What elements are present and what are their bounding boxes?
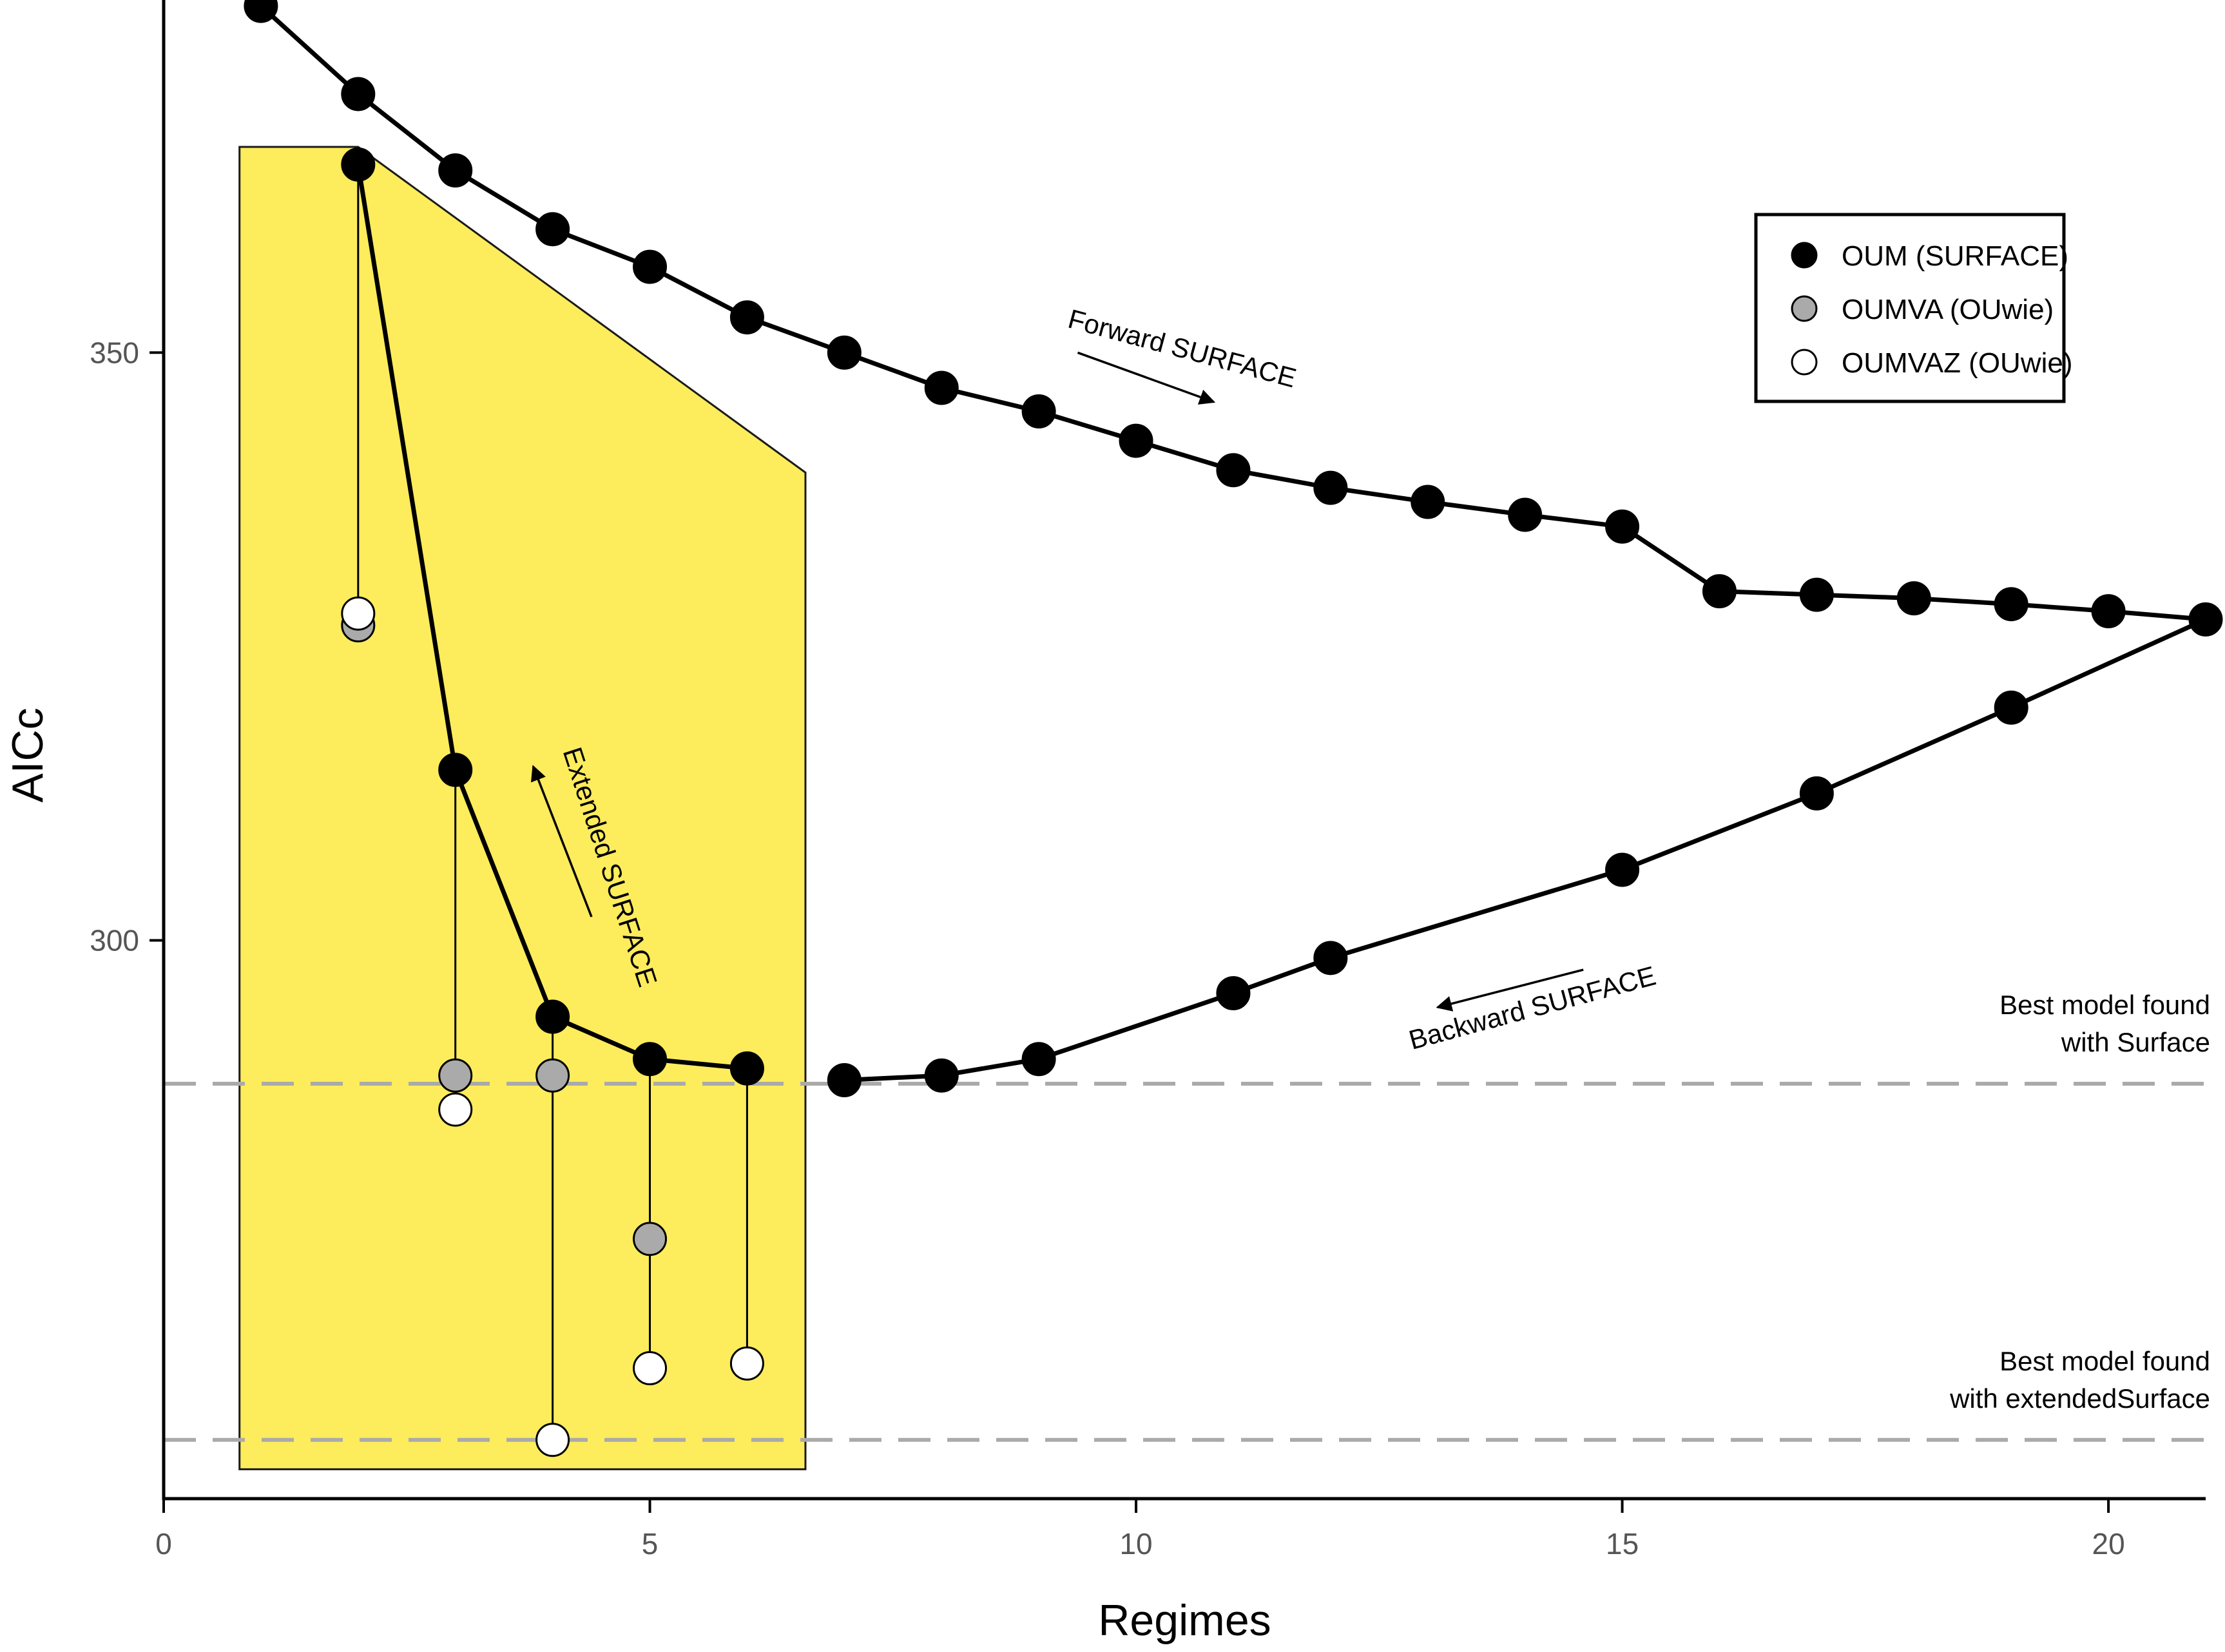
backward-point [1216,976,1251,1011]
oumva-point [633,1222,668,1256]
highlight-region [238,146,807,1470]
forward-point [1799,577,1834,612]
forward-point [1896,581,1931,616]
backward-point [1313,941,1348,975]
oumvaz-point [341,596,376,631]
oumvaz-point [535,1423,570,1457]
annotation-label: Forward SURFACE [1065,303,1300,394]
oumva-point [535,1058,570,1093]
forward-point [438,153,473,188]
x-axis-title: Regimes [1098,1596,1271,1645]
forward-point [633,249,668,284]
forward-point [341,77,376,111]
axes-layer: 0 5 10 15 20 300 350 Regimes AICc [3,0,2206,1645]
x-tick-label: 0 [155,1527,172,1561]
annotation-arrow [1077,351,1216,405]
extended-point [729,1051,764,1086]
legend-label: OUMVAZ (OUwie) [1842,347,2073,379]
backward-point [1605,852,1640,887]
legend-label: OUMVA (OUwie) [1842,294,2054,325]
forward-point [1508,497,1543,532]
forward-point [1119,423,1153,458]
y-tick-label: 300 [90,923,139,957]
extended-point [341,147,376,182]
forward-point [535,212,570,247]
forward-point [1021,394,1056,429]
backward-point [924,1058,959,1093]
x-tick-label: 5 [642,1527,659,1561]
x-tick-label: 20 [2092,1527,2125,1561]
backward-point [1994,690,2028,725]
forward-point [1411,485,1445,519]
backward-point [1021,1042,1056,1077]
forward-point [827,335,862,370]
oumvaz-point [729,1346,764,1381]
y-tick-label: 350 [90,336,139,369]
extended-point [633,1042,668,1077]
forward-point [1702,574,1737,609]
forward-point [1216,453,1251,488]
forward-point [2188,602,2223,637]
x-tick-label: 15 [1606,1527,1639,1561]
legend-label: OUM (SURFACE) [1842,240,2068,272]
legend-marker [1791,349,1818,376]
oumvaz-point [438,1092,473,1127]
forward-point [1605,509,1640,544]
forward-point [1313,470,1348,505]
oumvaz-point [633,1351,668,1386]
legend: OUM (SURFACE) OUMVA (OUwie) OUMVAZ (OUwie) [1754,213,2073,403]
annotation-label: Backward SURFACE [1405,960,1659,1055]
x-tick-label: 10 [1119,1527,1152,1561]
backward-point [827,1063,862,1098]
y-axis-title: AICc [3,707,52,802]
forward-point [244,0,278,23]
extended-point [438,753,473,787]
reference-line-label: with extendedSurface [1949,1383,2210,1414]
points-layer [244,0,2223,1457]
annotation-arrow [530,765,593,917]
oumva-point [438,1058,473,1093]
forward-point [2091,594,2126,629]
legend-marker [1791,295,1818,322]
forward-point [729,300,764,335]
annotation-arrow [1436,968,1584,1012]
reference-lines-layer: Best model found with Surface Best model f… [164,990,2210,1442]
highlight-region-layer [238,146,807,1470]
reference-line-label: with Surface [2061,1027,2210,1057]
extended-point [535,999,570,1034]
forward-point [924,370,959,405]
forward-point [1994,587,2028,622]
reference-line-label: Best model found [1999,1346,2210,1376]
legend-marker [1791,242,1818,269]
reference-line-label: Best model found [1999,990,2210,1020]
backward-point [1799,776,1834,811]
